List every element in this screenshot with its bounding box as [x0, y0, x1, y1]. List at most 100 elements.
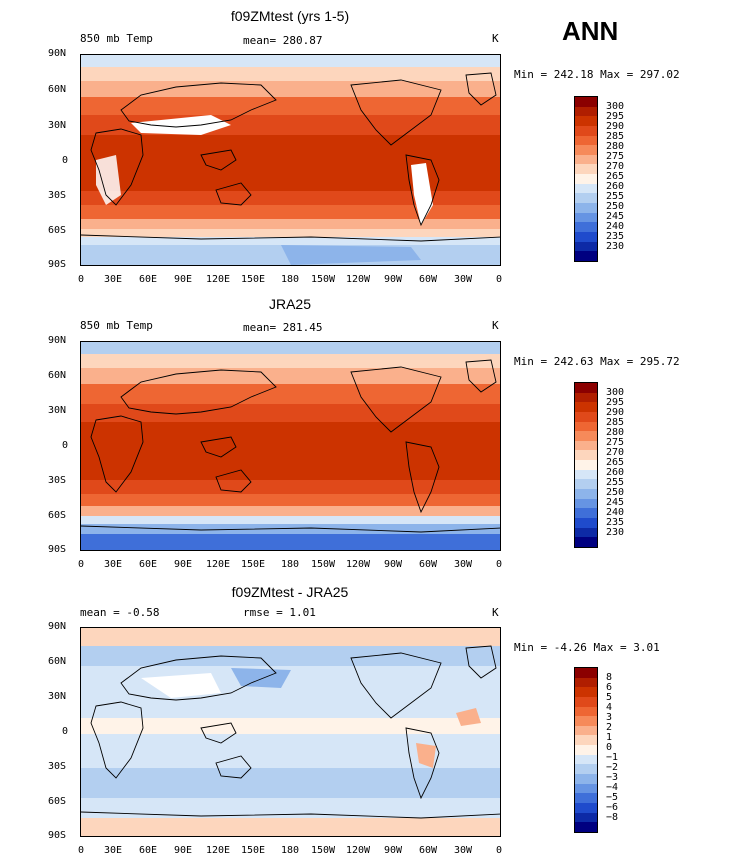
- panel-3-cb-label: −8: [606, 812, 619, 823]
- panel-1-minmax-label: Min = 242.18 Max = 297.02: [514, 68, 680, 81]
- colorbar-swatch: [575, 222, 597, 232]
- panel-2-cb-label: 300: [606, 387, 625, 398]
- panel-1-units-label: K: [492, 32, 499, 45]
- colorbar-swatch: [575, 421, 597, 432]
- colorbar-swatch: [575, 135, 597, 146]
- panel-2-cb-label: 280: [606, 427, 625, 438]
- panel-1-lat-30s: 30S: [48, 190, 67, 201]
- panel-1-cb-label: 265: [606, 171, 625, 182]
- panel-1-lat-90s: 90S: [48, 259, 67, 270]
- colorbar-swatch: [575, 193, 597, 204]
- colorbar-swatch: [575, 440, 597, 451]
- colorbar-swatch: [575, 677, 597, 688]
- panel-3-cb-label: 1: [606, 732, 613, 743]
- panel-3-lat-90n: 90N: [48, 621, 67, 632]
- panel-1-cb-label: 235: [606, 231, 625, 242]
- panel-2-lon-120w: 120W: [346, 559, 371, 570]
- panel-2-lon-0-end: 0: [496, 559, 503, 570]
- panel-3-cb-label: 3: [606, 712, 613, 723]
- colorbar-swatch: [575, 537, 597, 547]
- colorbar-swatch: [575, 498, 597, 509]
- panel-3-minmax-label: Min = -4.26 Max = 3.01: [514, 641, 660, 654]
- colorbar-swatch: [575, 706, 597, 717]
- panel-2-cb-label: 235: [606, 517, 625, 528]
- panel-3-cb-label: 5: [606, 692, 613, 703]
- colorbar-swatch: [575, 411, 597, 422]
- panel-2-lon-180: 180: [281, 559, 300, 570]
- panel-1-lat-30n: 30N: [48, 120, 67, 131]
- colorbar-swatch: [575, 231, 597, 242]
- colorbar-swatch: [575, 735, 597, 746]
- panel-3-lon-60e: 60E: [139, 845, 158, 856]
- panel-3-lat-0: 0: [62, 726, 69, 737]
- colorbar-swatch: [575, 145, 597, 155]
- panel-2-lat-60s: 60S: [48, 510, 67, 521]
- panel-3-lat-90s: 90S: [48, 830, 67, 841]
- panel-1-cb-label: 290: [606, 121, 625, 132]
- panel-2-cb-label: 260: [606, 467, 625, 478]
- panel-2-cb-label: 275: [606, 437, 625, 448]
- panel-1-lon-150w: 150W: [311, 274, 336, 285]
- colorbar-swatch: [575, 450, 597, 461]
- colorbar-swatch: [575, 716, 597, 726]
- colorbar-swatch: [575, 431, 597, 441]
- panel-3-cb-label: 6: [606, 682, 613, 693]
- colorbar-swatch: [575, 479, 597, 490]
- panel-1-cb-label: 285: [606, 131, 625, 142]
- panel-2-map: [80, 341, 501, 551]
- panel-1-lon-120e: 120E: [206, 274, 231, 285]
- panel-1-cb-label: 300: [606, 101, 625, 112]
- panel-3-lon-120e: 120E: [206, 845, 231, 856]
- panel-1-lon-30w: 30W: [454, 274, 473, 285]
- colorbar-swatch: [575, 783, 597, 794]
- colorbar-swatch: [575, 696, 597, 707]
- colorbar-swatch: [575, 517, 597, 528]
- panel-3-rmse-label: rmse = 1.01: [243, 606, 316, 619]
- panel-3-lon-90w: 90W: [384, 845, 403, 856]
- panel-3-lat-30s: 30S: [48, 761, 67, 772]
- colorbar-swatch: [575, 469, 597, 480]
- panel-2-lat-0: 0: [62, 440, 69, 451]
- colorbar-swatch: [575, 668, 597, 678]
- colorbar-swatch: [575, 383, 597, 393]
- colorbar-swatch: [575, 812, 597, 823]
- panel-2-lat-60n: 60N: [48, 370, 67, 381]
- panel-1-colorbar: [574, 96, 598, 262]
- colorbar-swatch: [575, 754, 597, 765]
- panel-2-cb-label: 230: [606, 527, 625, 538]
- colorbar-swatch: [575, 203, 597, 213]
- panel-1-field-label: 850 mb Temp: [80, 32, 153, 45]
- panel-3-cb-label: −3: [606, 772, 619, 783]
- panel-3-lon-30e: 30E: [104, 845, 123, 856]
- colorbar-swatch: [575, 802, 597, 813]
- panel-2-title: JRA25: [268, 296, 312, 312]
- panel-3-lon-0: 0: [78, 845, 85, 856]
- panel-2-units-label: K: [492, 319, 499, 332]
- panel-3-colorbar: [574, 667, 598, 833]
- panel-3-lon-150e: 150E: [241, 845, 266, 856]
- panel-2-cb-label: 295: [606, 397, 625, 408]
- colorbar-swatch: [575, 106, 597, 117]
- panel-1-cb-label: 295: [606, 111, 625, 122]
- colorbar-swatch: [575, 460, 597, 470]
- panel-3-cb-label: 0: [606, 742, 613, 753]
- colorbar-swatch: [575, 822, 597, 832]
- colorbar-swatch: [575, 241, 597, 252]
- panel-2-lon-150e: 150E: [241, 559, 266, 570]
- colorbar-swatch: [575, 687, 597, 697]
- panel-1-lat-90n: 90N: [48, 48, 67, 59]
- panel-3-cb-label: −2: [606, 762, 619, 773]
- colorbar-swatch: [575, 774, 597, 784]
- colorbar-swatch: [575, 212, 597, 223]
- panel-1-lon-0-end: 0: [496, 274, 503, 285]
- panel-1-cb-label: 230: [606, 241, 625, 252]
- panel-2-mean-label: mean= 281.45: [243, 321, 323, 334]
- colorbar-swatch: [575, 97, 597, 107]
- colorbar-swatch: [575, 125, 597, 136]
- panel-3-lon-120w: 120W: [346, 845, 371, 856]
- panel-2-minmax-label: Min = 242.63 Max = 295.72: [514, 355, 680, 368]
- panel-1-cb-label: 255: [606, 191, 625, 202]
- colorbar-swatch: [575, 745, 597, 755]
- panel-2-cb-label: 255: [606, 477, 625, 488]
- panel-3-map: [80, 627, 501, 837]
